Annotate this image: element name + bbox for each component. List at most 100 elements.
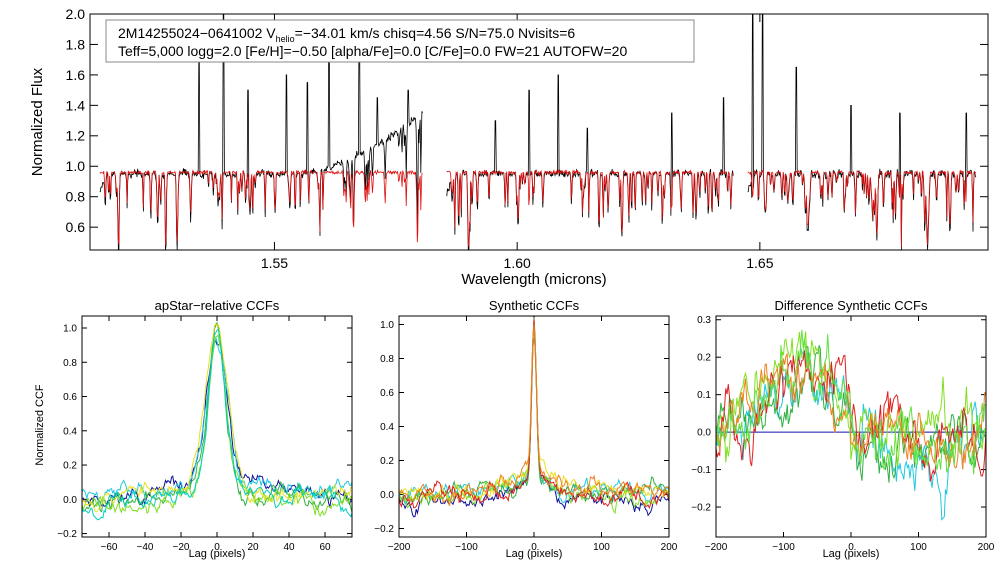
model-spectrum-chip-1 xyxy=(99,168,423,246)
y-tick-label: 0.6 xyxy=(63,392,77,403)
x-tick-label: 0 xyxy=(848,542,854,553)
y-tick-label: 1.0 xyxy=(63,323,77,334)
ccf-series-visit-3 xyxy=(398,317,670,507)
apstar-ccf-series xyxy=(81,321,353,521)
spectrum-panel: Normalized Flux Wavelength (microns) 1.5… xyxy=(29,6,989,288)
synthetic-ccf-xlabel: Lag (pixels) xyxy=(506,548,563,560)
x-tick-label: −20 xyxy=(173,542,190,553)
difference-ccf-ticks: −200 −100 0 100 200 −0.2 −0.1 0.0 0.1 0.2 0.3 xyxy=(691,315,995,553)
ccf-series-visit-4 xyxy=(81,333,353,518)
apstar-ccf-frame xyxy=(81,315,353,538)
y-tick-label: 0.2 xyxy=(380,456,394,467)
ccf-series-visit-6 xyxy=(81,328,353,521)
ccf-series-visit-7 xyxy=(398,324,670,506)
apstar-ccf-title: apStar−relative CCFs xyxy=(155,298,280,313)
annotation-line-1: 2M14255024−0641002 Vhelio=−34.01 km/s ch… xyxy=(118,25,575,44)
synthetic-ccf-frame xyxy=(398,315,670,538)
annotation-line-2: Teff=5,000 logg=2.0 [Fe/H]=−0.50 [alpha/… xyxy=(118,43,627,59)
ccf-series-visit-7 xyxy=(715,329,987,475)
synthetic-ccf-series xyxy=(398,317,670,518)
x-tick-label: 0 xyxy=(531,542,537,553)
ccf-series-visit-3 xyxy=(715,345,987,483)
ccf-series-visit-6 xyxy=(715,352,987,470)
y-tick-label: −0.2 xyxy=(374,524,394,535)
x-tick-label: 200 xyxy=(661,542,678,553)
synthetic-ccf-title: Synthetic CCFs xyxy=(489,298,580,313)
apstar-ccf-ylabel: Normalized CCF xyxy=(34,384,46,466)
y-tick-label: 1.0 xyxy=(380,320,394,331)
spectrum-ticks: 1.55 1.60 1.65 0.6 0.8 1.0 1.2 1.4 1.6 1.8 2.0 xyxy=(66,6,988,271)
spectrum-series xyxy=(99,13,977,251)
x-tick-label: −200 xyxy=(388,542,411,553)
x-tick-label: 60 xyxy=(319,542,331,553)
x-tick-label: 1.60 xyxy=(504,255,531,271)
x-tick-label: 0 xyxy=(214,542,220,553)
y-tick-label: 0.2 xyxy=(697,353,711,364)
synthetic-ccf-ticks: −200 −100 0 100 200 −0.2 0.0 0.2 0.4 0.6 0.8 1.0 xyxy=(374,316,678,553)
y-tick-label: 0.6 xyxy=(66,219,86,235)
y-tick-label: 0.2 xyxy=(63,461,77,472)
x-tick-label: −40 xyxy=(137,542,154,553)
apstar-ccf-ticks: −60 −40 −20 0 20 40 60 −0.2 0.0 0.2 0.4 0.6 0.8 1.0 xyxy=(57,316,352,553)
annotation-box xyxy=(105,19,695,63)
ccf-series-visit-3 xyxy=(81,321,353,513)
y-tick-label: 1.0 xyxy=(66,158,86,174)
y-tick-label: 1.6 xyxy=(66,67,86,83)
ccf-series-visit-5 xyxy=(81,322,353,513)
y-tick-label: −0.2 xyxy=(57,529,77,540)
y-tick-label: 0.6 xyxy=(380,388,394,399)
ccf-series-visit-5 xyxy=(398,325,670,502)
difference-ccf-xlabel: Lag (pixels) xyxy=(823,548,880,560)
y-tick-label: 1.8 xyxy=(66,36,86,52)
x-tick-label: 1.55 xyxy=(261,255,288,271)
difference-ccf-frame xyxy=(715,315,987,538)
y-tick-label: 0.4 xyxy=(380,422,394,433)
x-tick-label: 200 xyxy=(978,542,995,553)
y-tick-label: 0.8 xyxy=(66,189,86,205)
y-tick-label: 0.8 xyxy=(63,358,77,369)
difference-ccf-series xyxy=(715,329,987,521)
x-tick-label: −100 xyxy=(455,542,478,553)
ccf-series-visit-1 xyxy=(81,340,353,509)
observed-spectrum-chip-3 xyxy=(747,13,977,251)
y-tick-label: 0.1 xyxy=(697,390,711,401)
ccf-series-visit-6 xyxy=(398,319,670,510)
ccf-series-visit-2 xyxy=(398,324,670,506)
x-tick-label: −100 xyxy=(772,542,795,553)
y-tick-label: 0.8 xyxy=(380,354,394,365)
y-tick-label: 1.4 xyxy=(66,97,86,113)
y-tick-label: 0.3 xyxy=(697,315,711,326)
x-tick-label: 40 xyxy=(283,542,295,553)
y-tick-label: 0.0 xyxy=(380,490,394,501)
y-tick-label: −0.2 xyxy=(691,503,711,514)
annotation-velocity: =−34.01 km/s chisq=4.56 S/N=75.0 Nvisits… xyxy=(295,25,576,41)
apstar-ccf-panel: apStar−relative CCFs Lag (pixels) Normal… xyxy=(34,298,353,560)
y-tick-label: 0.0 xyxy=(697,428,711,439)
y-tick-label: −0.1 xyxy=(691,465,711,476)
x-tick-label: −200 xyxy=(705,542,728,553)
y-tick-label: 2.0 xyxy=(66,6,86,22)
annotation-star-id: 2M14255024−0641002 V xyxy=(118,25,276,41)
spectrum-xlabel: Wavelength (microns) xyxy=(461,271,606,288)
y-tick-label: 0.0 xyxy=(63,495,77,506)
x-tick-label: −60 xyxy=(101,542,118,553)
x-tick-label: 100 xyxy=(593,542,610,553)
model-spectrum-chip-2 xyxy=(446,168,734,247)
synthetic-ccf-panel: Synthetic CCFs Lag (pixels) −200 −100 0 100… xyxy=(374,298,678,560)
y-tick-label: 0.4 xyxy=(63,426,77,437)
y-tick-label: 1.2 xyxy=(66,128,86,144)
apstar-ccf-xlabel: Lag (pixels) xyxy=(189,548,246,560)
spectrum-ylabel: Normalized Flux xyxy=(29,67,46,176)
ccf-series-visit-4 xyxy=(715,331,987,467)
x-tick-label: 1.65 xyxy=(746,255,773,271)
difference-ccf-title: Difference Synthetic CCFs xyxy=(775,298,928,313)
ccf-series-visit-2 xyxy=(81,336,353,507)
spectrum-frame xyxy=(89,13,989,251)
x-tick-label: 100 xyxy=(910,542,927,553)
observed-spectrum-chip-2 xyxy=(446,74,734,251)
x-tick-label: 20 xyxy=(247,542,259,553)
annotation-subscript: helio xyxy=(276,34,295,44)
model-spectrum-chip-3 xyxy=(747,169,977,247)
